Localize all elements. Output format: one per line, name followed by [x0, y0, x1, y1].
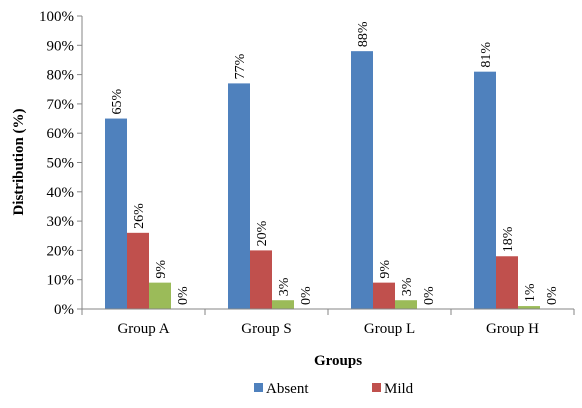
bars: [105, 51, 540, 309]
bar: [474, 71, 496, 309]
bar: [351, 51, 373, 309]
data-label: 3%: [277, 277, 292, 296]
data-label: 88%: [356, 21, 371, 47]
bar: [149, 282, 171, 309]
category-label: Group S: [241, 321, 291, 337]
data-label: 20%: [255, 220, 270, 246]
y-tick-label: 10%: [47, 273, 75, 289]
y-tick-label: 80%: [47, 68, 75, 84]
legend-swatch: [372, 383, 381, 392]
y-tick-label: 20%: [47, 243, 75, 259]
data-label: 26%: [132, 203, 147, 229]
data-label: 0%: [545, 286, 560, 305]
bar: [373, 282, 395, 309]
legend-label: Absent: [266, 381, 309, 397]
y-tick-label: 100%: [39, 9, 74, 25]
data-label: 0%: [176, 286, 191, 305]
legend-swatch: [254, 383, 263, 392]
legend-label: Mild: [384, 381, 414, 397]
data-label: 3%: [400, 277, 415, 296]
data-label: 65%: [110, 89, 125, 115]
y-tick-label: 70%: [47, 97, 75, 113]
data-labels: 65% 77% 88% 81% 26% 20% 9% 18% 9% 3% 3% 1% 0% 0% 0% 0%: [110, 21, 560, 305]
bar: [395, 300, 417, 309]
data-label: 0%: [299, 286, 314, 305]
y-axis-ticks: 0% 10% 20% 30% 40% 50% 60% 70% 80% 90% 100%: [39, 9, 82, 318]
y-tick-label: 40%: [47, 185, 75, 201]
x-axis-title: Groups: [314, 353, 362, 369]
bar: [105, 118, 127, 309]
y-tick-label: 90%: [47, 38, 75, 54]
y-tick-label: 50%: [47, 156, 75, 172]
category-labels: Group A Group S Group L Group H: [117, 321, 539, 337]
x-axis-ticks: [81, 309, 575, 315]
axes: [81, 16, 574, 310]
data-label: 18%: [501, 226, 516, 252]
data-label: 1%: [523, 283, 538, 302]
data-label: 9%: [378, 260, 393, 279]
y-tick-label: 0%: [54, 302, 74, 318]
bar: [518, 306, 540, 309]
data-label: 9%: [154, 260, 169, 279]
bar: [127, 232, 149, 309]
category-label: Group L: [364, 321, 415, 337]
data-label: 0%: [422, 286, 437, 305]
legend: Absent Mild: [254, 381, 414, 397]
y-tick-label: 60%: [47, 126, 75, 142]
bar: [250, 250, 272, 309]
category-label: Group A: [117, 321, 169, 337]
data-label: 77%: [233, 53, 248, 79]
y-axis-title: Distribution (%): [11, 108, 27, 215]
data-label: 81%: [479, 42, 494, 68]
bar: [496, 256, 518, 309]
bar: [272, 300, 294, 309]
category-label: Group H: [486, 321, 539, 337]
bar: [228, 83, 250, 309]
y-tick-label: 30%: [47, 214, 75, 230]
